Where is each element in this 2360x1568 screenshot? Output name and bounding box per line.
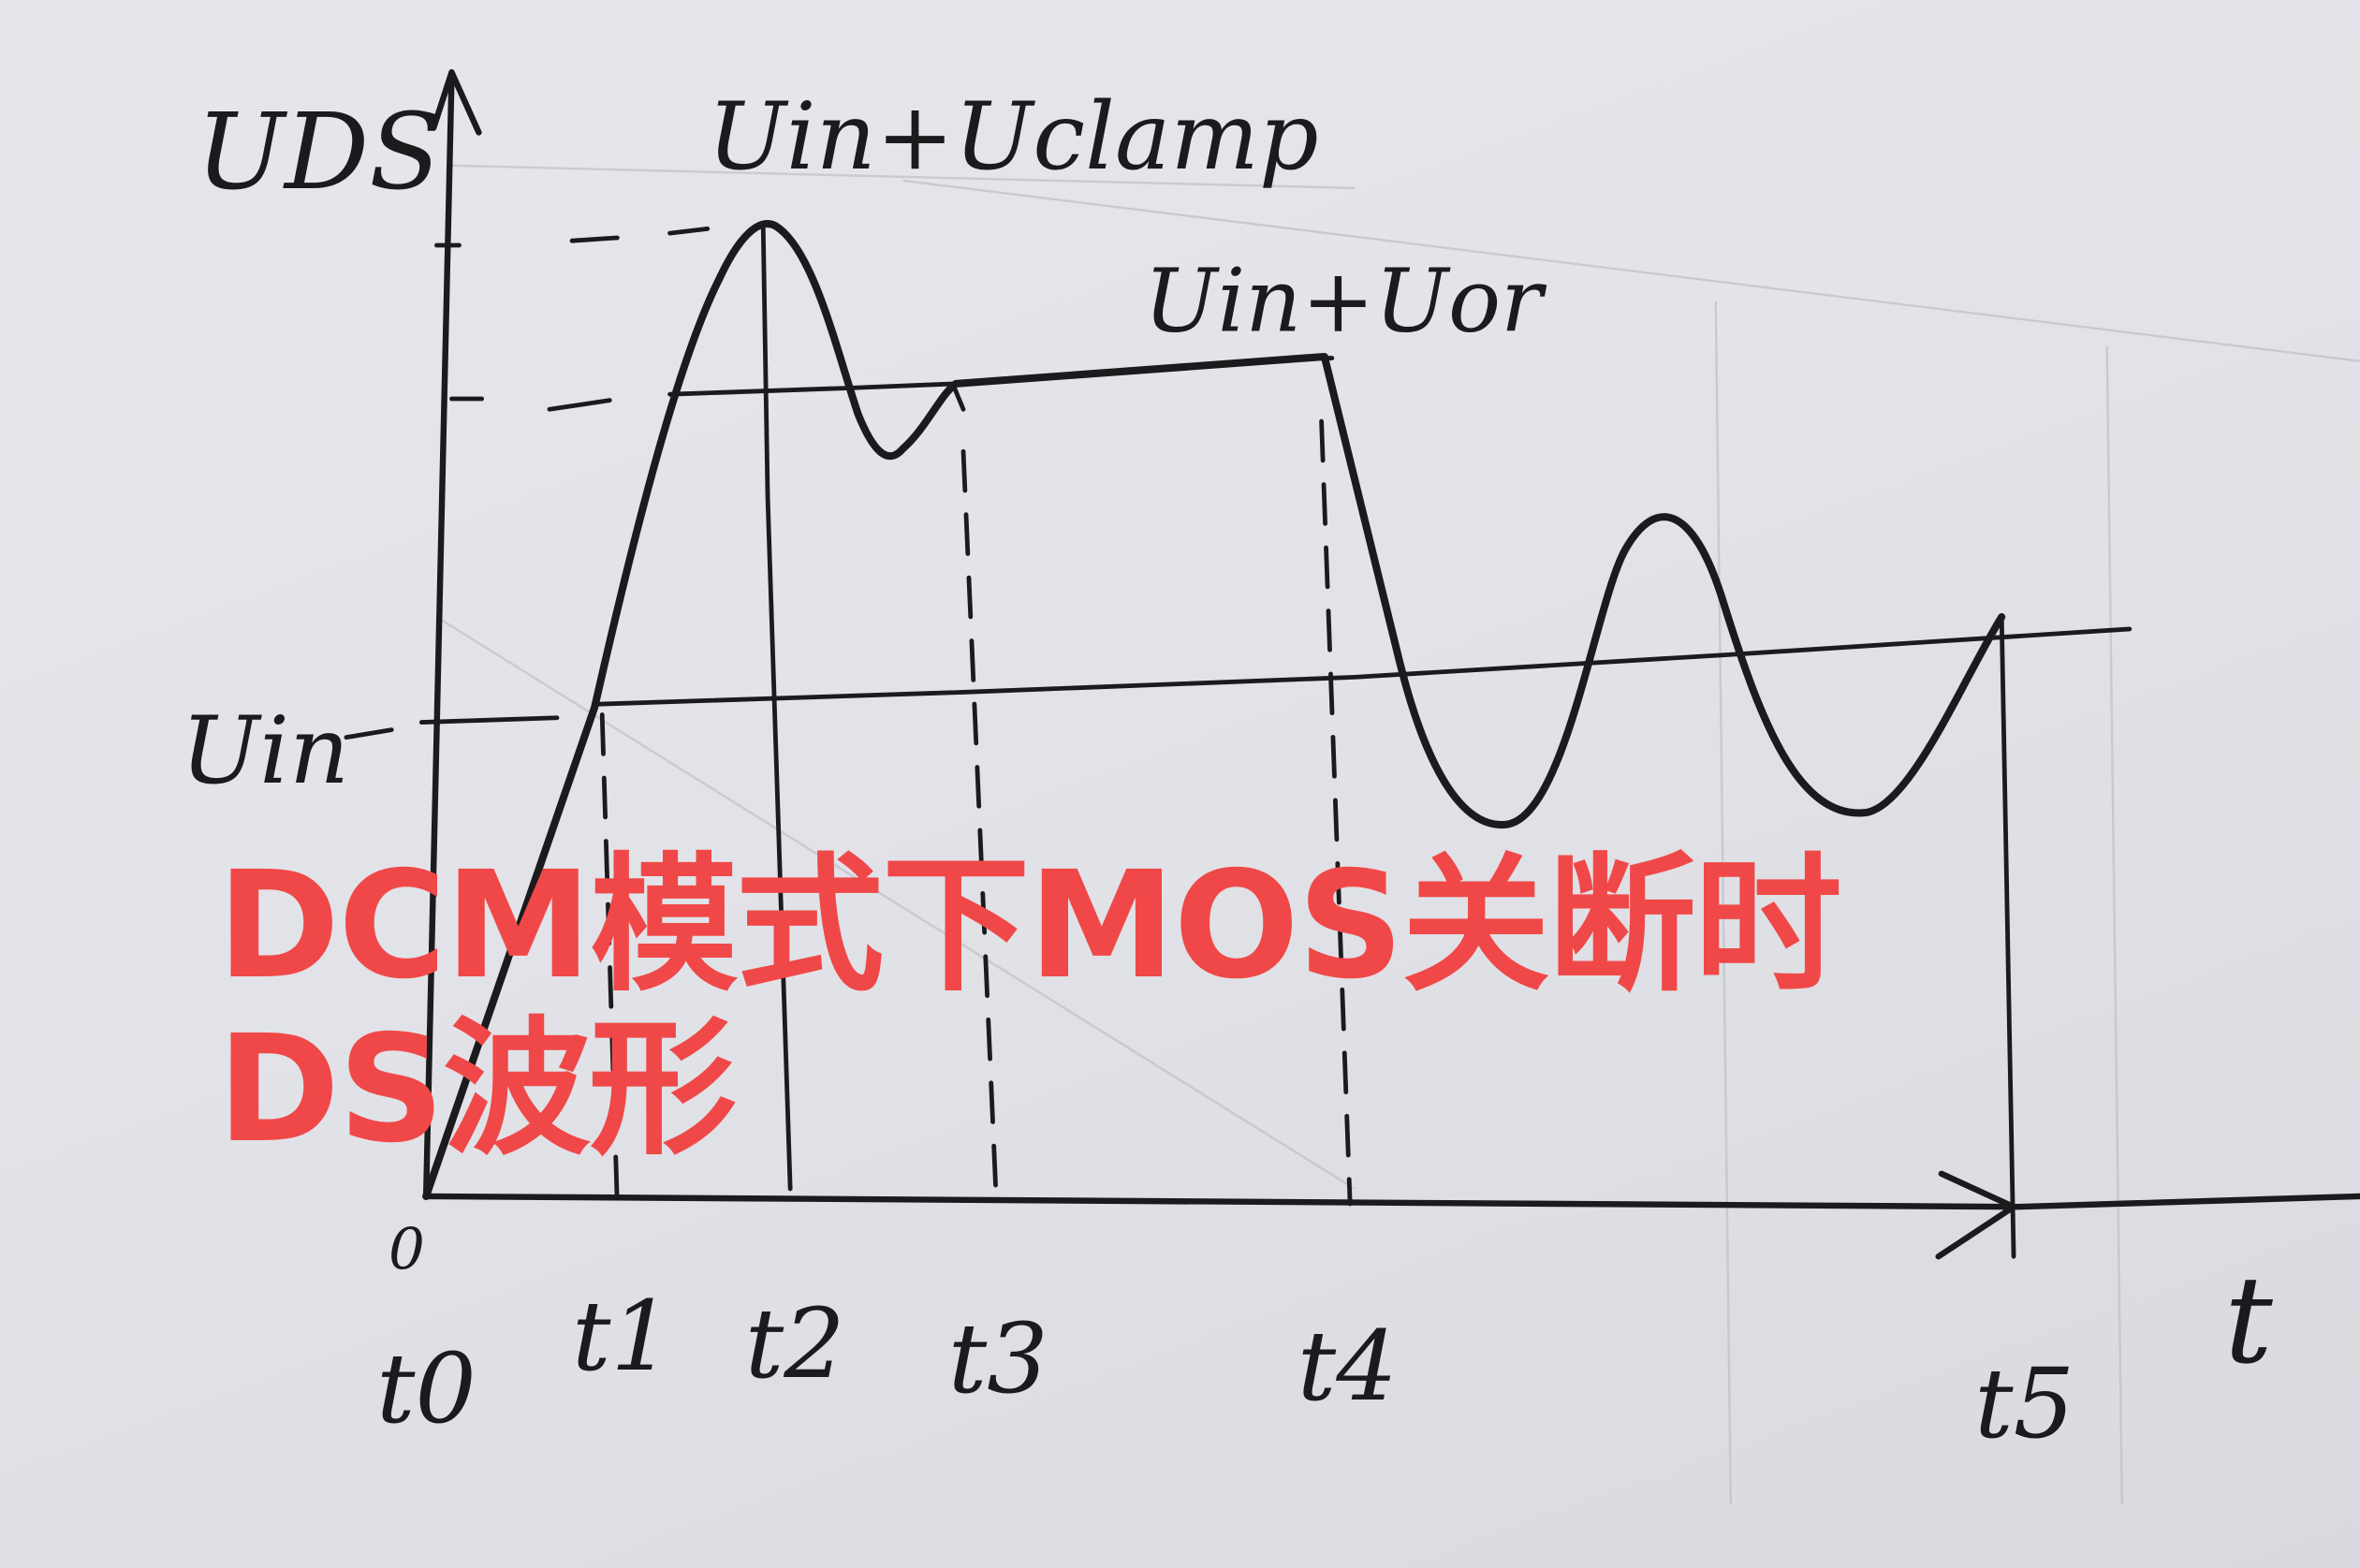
y-axis (422, 72, 455, 1200)
uin-reference-line (592, 626, 2133, 707)
level-dashes (344, 226, 2133, 740)
t2-marker (760, 223, 793, 1192)
vds-waveform (422, 220, 2006, 1200)
t5-marker (1999, 614, 2016, 1259)
origin-label: 0 (388, 1216, 425, 1282)
caption-line-1: DCM模式下MOS关断时 (217, 840, 1842, 1012)
input-level-label: Uin (181, 696, 349, 805)
x-axis-label: t (2224, 1252, 2273, 1391)
t3-corner-mark (931, 381, 966, 412)
caption-line-2: DS波形 (217, 1004, 737, 1176)
t3-marker (960, 448, 999, 1207)
time-label-t2: t2 (745, 1289, 845, 1400)
time-label-t3: t3 (948, 1304, 1048, 1415)
reflected-level-label: Uin+Uor (1144, 250, 1547, 352)
t4-marker (1319, 418, 1353, 1207)
t1-marker (599, 712, 620, 1207)
time-label-t0: t0 (376, 1334, 476, 1445)
solid-markers (760, 223, 2016, 1259)
y-axis-arrow-icon (430, 68, 482, 136)
time-label-t4: t4 (1297, 1312, 1398, 1423)
y-axis-label: UDS (196, 91, 441, 213)
time-label-t5: t5 (1974, 1349, 2074, 1460)
x-axis-arrow-icon (1935, 1170, 2017, 1260)
x-axis (422, 1193, 2360, 1210)
clamp-level-label: Uin+Uclamp (708, 81, 1319, 191)
time-markers (599, 418, 1353, 1207)
plateau-reference-line (667, 381, 959, 397)
paper-background-lines (435, 164, 2360, 1505)
time-label-t1: t1 (572, 1282, 672, 1393)
